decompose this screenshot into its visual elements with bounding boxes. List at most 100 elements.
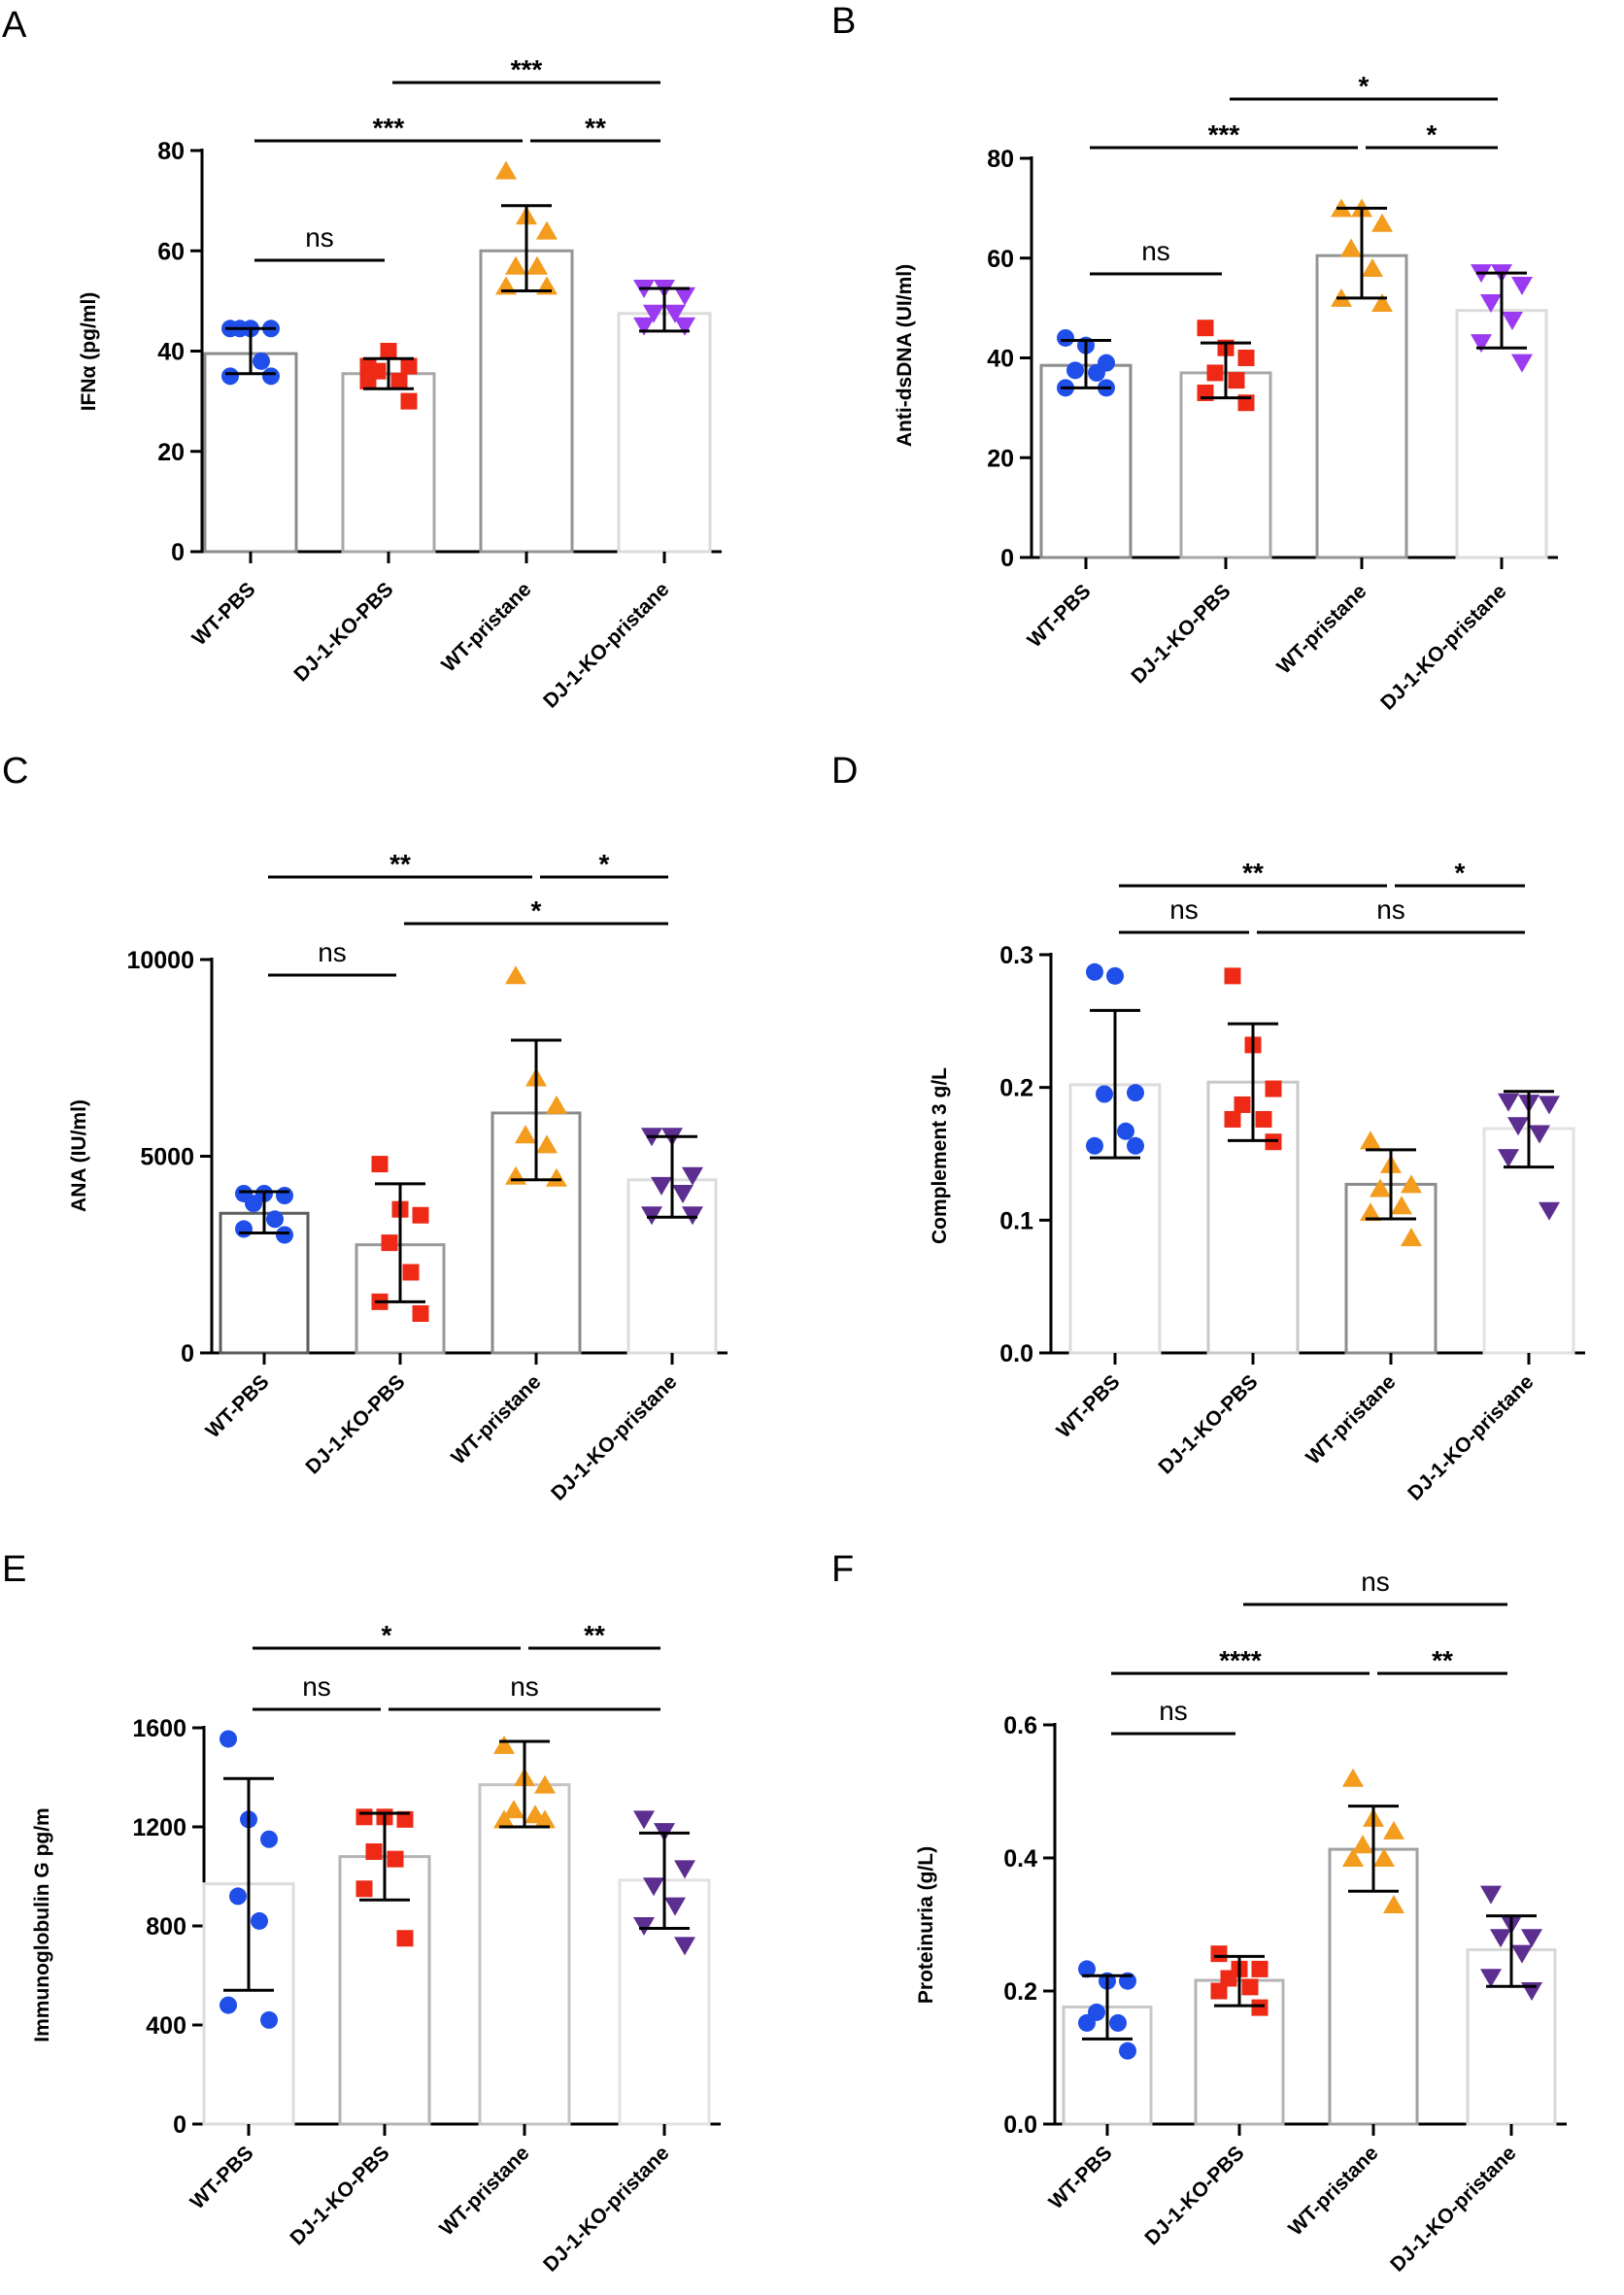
data-point — [1490, 1929, 1511, 1948]
data-point — [1119, 2042, 1136, 2060]
y-tick-label: 40 — [157, 339, 185, 366]
panel-letter: F — [831, 1549, 854, 1590]
data-point — [664, 1897, 686, 1916]
data-point — [534, 1774, 556, 1794]
data-point — [1255, 1110, 1272, 1128]
data-point — [503, 1800, 524, 1819]
data-point — [365, 1843, 383, 1860]
x-tick-label: DJ-1-KO-PBS — [301, 1370, 409, 1478]
significance-label: **** — [1219, 1645, 1262, 1675]
significance-label: ns — [1169, 894, 1199, 925]
significance-label: ** — [584, 1620, 605, 1650]
data-point — [674, 1937, 695, 1956]
data-point — [1086, 1136, 1103, 1155]
data-point — [1480, 293, 1502, 313]
x-tick-label: DJ-1-KO-PBS — [1127, 580, 1235, 688]
significance-label: ns — [1159, 1696, 1188, 1726]
data-point — [1480, 1885, 1502, 1905]
panel-b: B Anti-dsDNA (UI/ml) 0 20 40 60 80 WT-PBS DJ-1-K… — [831, 1, 1558, 715]
data-point — [633, 317, 655, 336]
bar-wt-pristane — [479, 249, 574, 554]
data-point — [1502, 311, 1523, 330]
data-point — [1352, 1835, 1373, 1854]
data-point — [1109, 2013, 1127, 2032]
data-point — [355, 1808, 373, 1826]
data-point — [220, 1730, 237, 1748]
data-point — [1078, 2013, 1096, 2032]
x-tick-label: WT-pristane — [1284, 2142, 1382, 2240]
data-point — [1197, 320, 1214, 337]
significance-label: *** — [511, 54, 543, 84]
data-point — [1206, 364, 1224, 382]
data-point — [380, 343, 397, 359]
significance-label: ** — [389, 849, 411, 879]
data-point — [674, 287, 695, 306]
y-axis-label: Immunoglobulin G pg/m — [31, 1807, 53, 2042]
y-tick-label: 0 — [181, 1340, 194, 1367]
y-tick-label: 80 — [987, 146, 1014, 173]
data-point — [1521, 1929, 1542, 1948]
x-tick-label: DJ-1-KO-pristane — [539, 578, 673, 712]
data-point — [643, 1877, 664, 1897]
data-point — [546, 1167, 567, 1187]
data-point — [221, 367, 239, 386]
data-point — [1373, 1848, 1395, 1867]
data-point — [1362, 258, 1383, 278]
data-point — [1480, 1969, 1502, 1988]
y-tick-label: 0.4 — [1003, 1845, 1037, 1873]
data-point — [276, 1226, 293, 1244]
significance-label: ns — [305, 222, 334, 253]
data-point — [253, 352, 270, 370]
data-point — [1471, 334, 1492, 354]
bar-dj-1-ko-pbs — [341, 372, 436, 554]
data-point — [1529, 1125, 1550, 1144]
significance-label: ns — [318, 937, 347, 967]
data-point — [1383, 1894, 1404, 1913]
data-point — [220, 1996, 237, 2014]
y-tick-label: 80 — [157, 138, 185, 165]
data-point — [390, 372, 408, 389]
data-point — [633, 1917, 655, 1936]
data-point — [505, 965, 526, 985]
data-point — [1088, 363, 1105, 382]
data-point — [643, 304, 664, 323]
significance-label: ns — [302, 1671, 331, 1702]
data-point — [682, 1206, 703, 1226]
data-point — [1370, 1178, 1391, 1198]
significance-label: ** — [585, 113, 606, 143]
significance-label: ns — [1361, 1567, 1390, 1597]
data-point — [266, 1210, 284, 1229]
data-point — [526, 255, 548, 275]
bar-wt-pristane — [1315, 253, 1408, 559]
data-point — [546, 1095, 567, 1114]
x-tick-label: DJ-1-KO-pristane — [547, 1370, 681, 1504]
significance-label: * — [382, 1620, 392, 1650]
data-point — [1117, 1122, 1134, 1140]
data-point — [1511, 277, 1533, 296]
data-point — [400, 392, 418, 410]
data-point — [536, 1134, 558, 1154]
x-tick-label: DJ-1-KO-pristane — [1404, 1370, 1538, 1504]
y-tick-label: 0 — [171, 539, 185, 566]
data-point — [402, 1264, 420, 1281]
data-point — [1251, 1960, 1269, 1977]
x-tick-label: DJ-1-KO-PBS — [286, 2142, 393, 2249]
y-tick-label: 60 — [987, 246, 1014, 273]
data-point — [1224, 967, 1241, 985]
data-point — [536, 220, 558, 240]
data-point — [1241, 1978, 1259, 1996]
data-point — [1096, 1085, 1113, 1103]
y-tick-label: 0 — [1000, 545, 1014, 572]
x-tick-label: DJ-1-KO-PBS — [1140, 2142, 1248, 2249]
bar-wt-pbs — [203, 352, 298, 554]
y-tick-label: 40 — [987, 346, 1014, 373]
significance-label: ns — [1141, 236, 1170, 266]
data-point — [245, 1195, 262, 1213]
y-tick-label: 0.2 — [1003, 1978, 1037, 2006]
data-point — [515, 1125, 536, 1144]
significance-label: * — [531, 895, 542, 926]
data-point — [1360, 1202, 1381, 1222]
data-point — [682, 1166, 703, 1186]
y-tick-label: 0.2 — [999, 1075, 1033, 1102]
